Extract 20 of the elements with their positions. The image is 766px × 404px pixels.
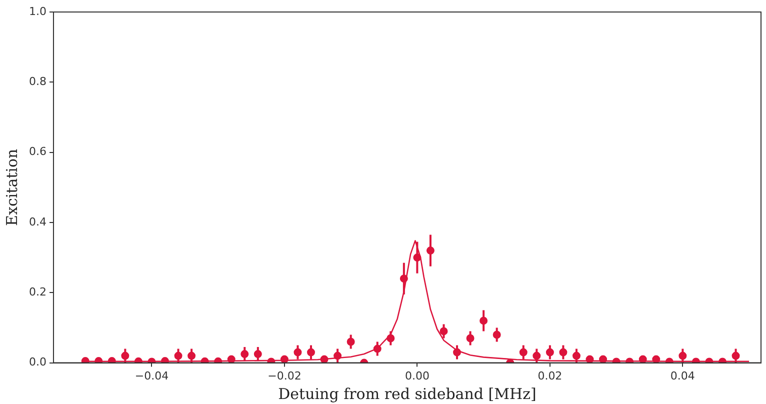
point — [134, 357, 142, 363]
x-tick-label: −0.04 — [134, 369, 169, 382]
point — [81, 357, 90, 363]
y-tick-label: 1.0 — [28, 4, 46, 18]
y-tick-label: 0.8 — [28, 75, 46, 88]
x-tick-label: 0.02 — [538, 369, 562, 382]
y-tick-label: 0.0 — [28, 356, 46, 369]
point — [94, 357, 103, 363]
y-tick-label: 0.2 — [28, 286, 46, 298]
x-axis-title: Detuing from red sideband [MHz] — [278, 384, 536, 403]
x-tick-label: 0.04 — [670, 369, 695, 382]
x-tick-label: 0.00 — [404, 369, 430, 382]
point — [108, 357, 116, 363]
point — [160, 357, 169, 363]
point — [214, 357, 222, 363]
y-tick-label: 0.4 — [28, 215, 46, 228]
point — [200, 357, 209, 363]
y-tick-label: 0.6 — [28, 145, 46, 158]
x-tick-label: −0.02 — [268, 369, 302, 382]
y-axis-title: Excitation — [2, 148, 21, 226]
